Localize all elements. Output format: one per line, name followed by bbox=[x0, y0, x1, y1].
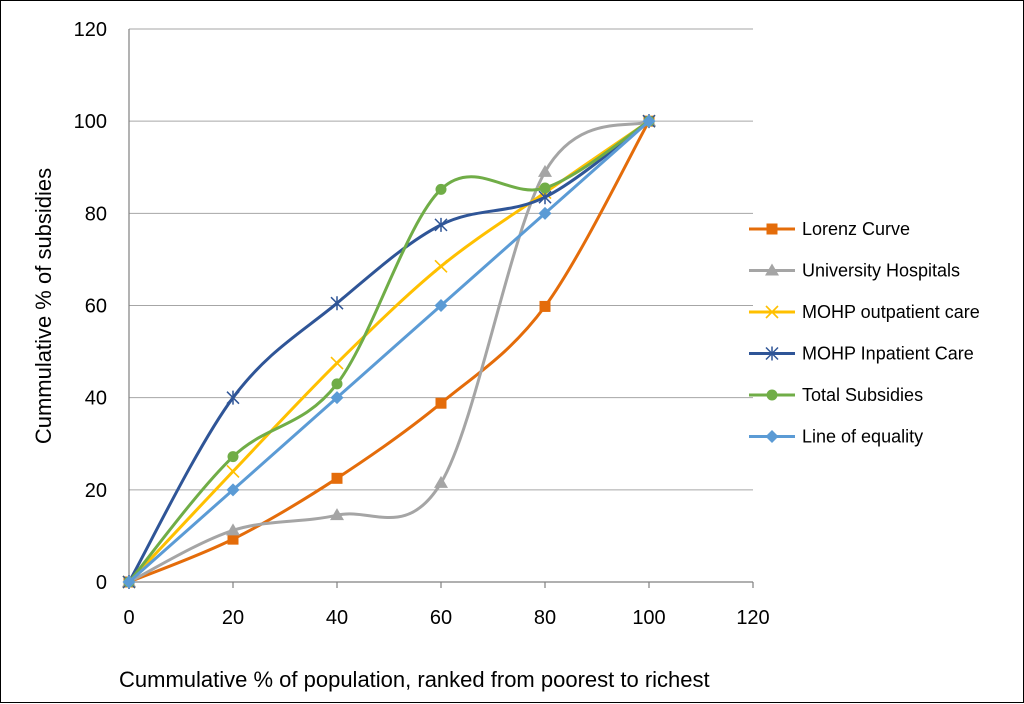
x-tick-label: 120 bbox=[736, 607, 769, 629]
legend-label: University Hospitals bbox=[802, 261, 960, 281]
x-tick-label: 60 bbox=[430, 607, 452, 629]
y-tick-label: 80 bbox=[85, 203, 107, 225]
data-point-total-subsidies bbox=[227, 451, 239, 463]
legend-swatch-marker bbox=[766, 389, 778, 401]
data-point-mohp-outpatient-care bbox=[330, 356, 344, 370]
x-tick-label: 20 bbox=[222, 607, 244, 629]
series-line-line-of-equality bbox=[128, 120, 650, 584]
legend-label: Line of equality bbox=[802, 427, 923, 447]
legend-label: MOHP outpatient care bbox=[802, 302, 980, 322]
legend-label: Total Subsidies bbox=[802, 385, 923, 405]
data-point-lorenz-curve bbox=[227, 533, 239, 545]
y-tick-label: 60 bbox=[85, 296, 107, 318]
legend-item-line-of-equality: Line of equality bbox=[749, 427, 923, 447]
legend-layer: Lorenz Curve University Hospitals MOHP out… bbox=[749, 219, 980, 447]
data-point-lorenz-curve bbox=[539, 300, 551, 312]
data-point-mohp-outpatient-care bbox=[434, 259, 448, 273]
legend-swatch-marker bbox=[765, 430, 779, 443]
data-point-line-of-equality bbox=[434, 299, 448, 312]
x-tick-label: 40 bbox=[326, 607, 348, 629]
x-axis-title: Cummulative % of population, ranked from… bbox=[119, 667, 710, 692]
data-point-mohp-outpatient-care bbox=[226, 464, 240, 478]
data-point-line-of-equality bbox=[330, 391, 344, 405]
data-point-lorenz-curve bbox=[331, 472, 343, 484]
y-axis-title: Cummulative % of subsidies bbox=[31, 168, 56, 444]
data-point-line-of-equality bbox=[226, 483, 240, 497]
y-tick-label: 20 bbox=[85, 480, 107, 502]
data-point-university-hospitals bbox=[434, 475, 448, 488]
x-tick-label: 80 bbox=[534, 607, 556, 629]
axis-layer: 0 20 40 60 80 100 120 0 20 40 60 80 100 120 bbox=[74, 19, 770, 629]
legend-item-total-subsidies: Total Subsidies bbox=[749, 385, 923, 405]
series-layer bbox=[122, 114, 656, 589]
data-point-mohp-inpatient-care bbox=[330, 296, 344, 311]
data-point-line-of-equality bbox=[122, 575, 136, 589]
data-point-university-hospitals bbox=[226, 523, 240, 536]
data-point-lorenz-curve bbox=[435, 397, 447, 409]
data-point-total-subsidies bbox=[539, 182, 551, 194]
x-tick-label: 100 bbox=[632, 607, 665, 629]
y-tick-label: 100 bbox=[74, 111, 107, 133]
data-point-mohp-inpatient-care bbox=[434, 217, 448, 232]
series-line-of-equality bbox=[122, 114, 656, 589]
legend-item-lorenz-curve: Lorenz Curve bbox=[749, 219, 910, 239]
data-point-line-of-equality bbox=[538, 206, 552, 220]
y-tick-label: 0 bbox=[96, 572, 107, 594]
legend-swatch-marker bbox=[766, 223, 778, 235]
legend-swatch-marker bbox=[765, 346, 779, 361]
x-tick-label: 0 bbox=[123, 607, 134, 629]
legend-label: MOHP Inpatient Care bbox=[802, 344, 974, 364]
data-point-university-hospitals bbox=[538, 164, 552, 177]
data-point-line-of-equality bbox=[642, 114, 656, 128]
data-point-total-subsidies bbox=[331, 378, 343, 390]
series-line-mohp-outpatient-care bbox=[127, 119, 650, 584]
y-tick-label: 40 bbox=[85, 388, 107, 410]
legend-item-mohp-outpatient-care: MOHP outpatient care bbox=[749, 302, 980, 322]
legend-item-university-hospitals: University Hospitals bbox=[749, 261, 960, 281]
data-point-university-hospitals bbox=[330, 508, 344, 521]
data-point-mohp-inpatient-care bbox=[226, 390, 240, 405]
series-line-mohp-inpatient-care bbox=[127, 119, 650, 583]
legend-swatch-marker bbox=[765, 263, 779, 276]
data-point-total-subsidies bbox=[435, 183, 447, 195]
grid-layer bbox=[129, 28, 753, 491]
legend-item-mohp-inpatient-care: MOHP Inpatient Care bbox=[749, 344, 974, 364]
y-tick-label: 120 bbox=[74, 19, 107, 41]
legend-swatch-marker bbox=[765, 305, 779, 319]
legend-label: Lorenz Curve bbox=[802, 219, 910, 239]
